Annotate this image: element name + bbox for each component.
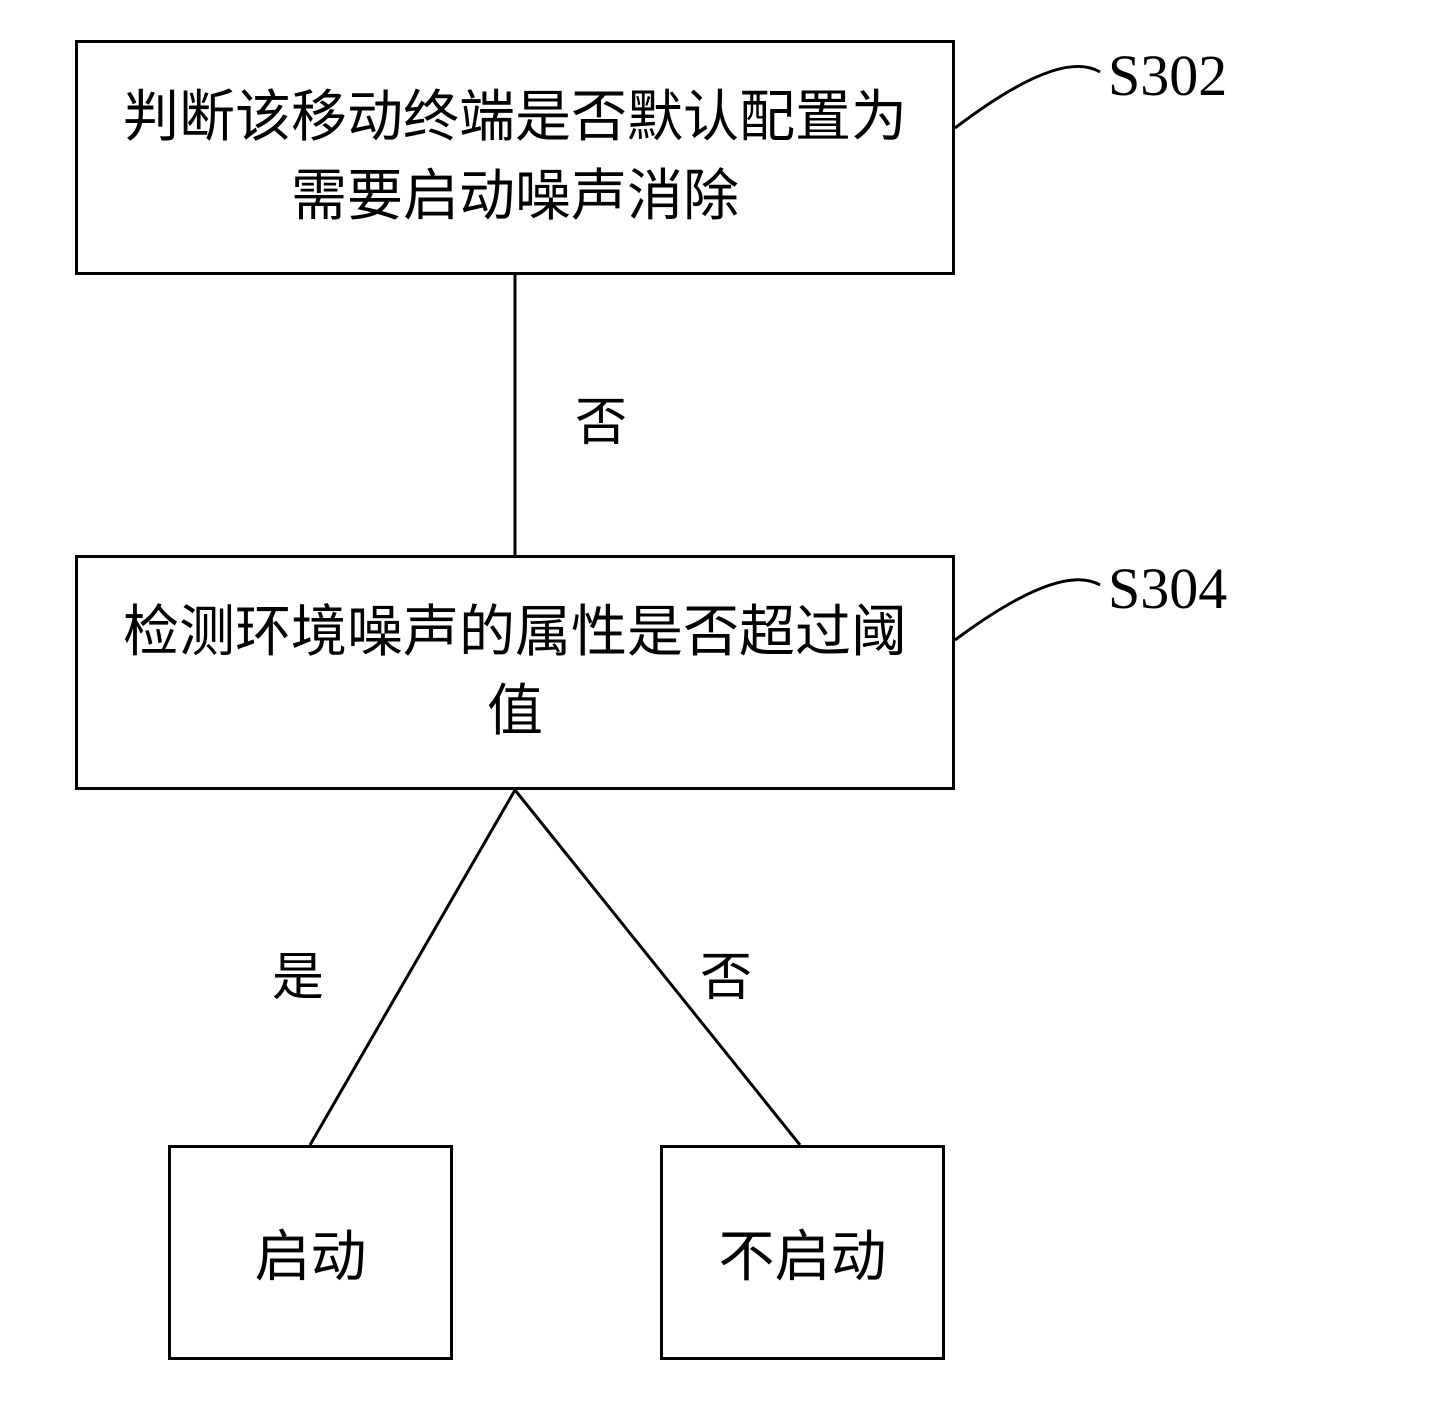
edge-s304-start bbox=[310, 790, 515, 1145]
edge-label-right: 否 bbox=[700, 935, 752, 1010]
node-s302-text: 判断该移动终端是否默认配置为需要启动噪声消除 bbox=[98, 79, 932, 236]
node-start-text: 启动 bbox=[255, 1212, 367, 1293]
node-s302: 判断该移动终端是否默认配置为需要启动噪声消除 bbox=[75, 40, 955, 275]
edge-label-left: 是 bbox=[272, 935, 324, 1010]
edge-s304-nostart bbox=[515, 790, 800, 1145]
callout-s304 bbox=[955, 580, 1100, 640]
node-nostart-text: 不启动 bbox=[719, 1212, 887, 1293]
node-s304: 检测环境噪声的属性是否超过阈值 bbox=[75, 555, 955, 790]
node-nostart: 不启动 bbox=[660, 1145, 945, 1360]
label-s304: S304 bbox=[1108, 555, 1227, 622]
node-s304-text: 检测环境噪声的属性是否超过阈值 bbox=[98, 594, 932, 751]
callout-s302 bbox=[955, 66, 1100, 128]
node-start: 启动 bbox=[168, 1145, 453, 1360]
label-s302: S302 bbox=[1108, 42, 1227, 109]
edge-label-e1: 否 bbox=[575, 380, 627, 455]
